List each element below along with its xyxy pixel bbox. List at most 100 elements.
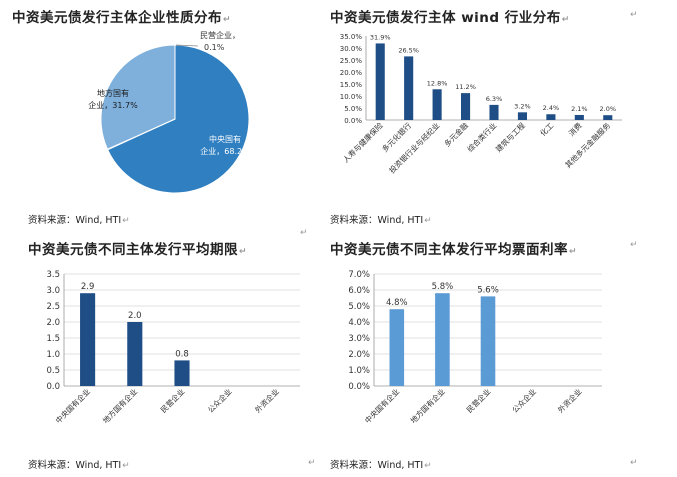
tenor-chart-title: 中资美元债不同主体发行平均期限↵ — [28, 238, 247, 258]
pie-chart-title: 中资美元债发行主体企业性质分布↵ — [12, 6, 231, 26]
y-tick-label: 15.0% — [340, 81, 363, 89]
return-mark: ↵ — [630, 458, 638, 468]
return-mark: ↵ — [300, 228, 308, 238]
bar — [375, 43, 385, 120]
bar — [432, 89, 442, 120]
industry-source-text: 资料来源：Wind, HTI — [330, 215, 424, 226]
y-tick-label: 25.0% — [340, 57, 363, 65]
return-mark: ↵ — [630, 10, 638, 20]
data-label: 2.9 — [81, 282, 95, 292]
x-category-label: 民营企业 — [158, 386, 187, 415]
x-category-label: 地方国有企业 — [408, 386, 447, 425]
return-mark: ↵ — [561, 15, 570, 25]
return-mark: ↵ — [122, 461, 130, 471]
x-category-label: 化工 — [538, 120, 556, 138]
tenor-title-text: 中资美元债不同主体发行平均期限 — [28, 242, 238, 258]
y-tick-label: 3.0 — [46, 286, 60, 296]
bar — [546, 114, 556, 120]
return-mark: ↵ — [239, 247, 248, 257]
y-tick-label: 2.0 — [46, 318, 60, 328]
bar — [461, 93, 471, 120]
bar — [389, 309, 405, 386]
slice-label: 民营企业， — [200, 30, 240, 40]
pie-source: 资料来源：Wind, HTI↵ — [28, 212, 130, 226]
tenor-bar-chart: 0.00.51.01.52.02.53.03.52.9中央国有企业2.0地方国有… — [46, 270, 300, 425]
leader-line — [175, 44, 199, 47]
return-mark: ↵ — [223, 15, 232, 25]
x-category-label: 多元金融 — [442, 120, 471, 149]
slice-value: 0.1% — [204, 43, 225, 52]
bar — [603, 115, 613, 120]
pie-source-text: 资料来源：Wind, HTI — [28, 215, 122, 226]
pie-slice — [106, 44, 250, 194]
y-tick-label: 2.0% — [348, 350, 370, 360]
x-category-label: 外资企业 — [555, 386, 584, 415]
coupon-source: 资料来源：Wind, HTI↵ — [330, 457, 432, 471]
data-label: 2.0 — [128, 311, 142, 321]
y-tick-label: 20.0% — [340, 69, 363, 77]
y-tick-label: 1.5 — [46, 334, 60, 344]
slice-label: 中央国有 — [209, 134, 241, 144]
data-label: 11.2% — [455, 83, 476, 91]
return-mark: ↵ — [424, 216, 432, 226]
data-label: 4.8% — [386, 298, 408, 308]
data-label: 0.8 — [175, 349, 189, 359]
y-tick-label: 4.0% — [348, 318, 370, 328]
data-label: 31.9% — [370, 33, 391, 41]
pie-chart: 中央国有企业，68.2% 民营企业， 0.1% 地方国有企业，31.7% — [88, 30, 250, 194]
y-tick-label: 30.0% — [340, 45, 363, 53]
y-tick-label: 0.0 — [46, 382, 60, 392]
pie-slice — [100, 44, 176, 150]
return-mark: ↵ — [424, 461, 432, 471]
x-category-label: 公众企业 — [205, 386, 234, 415]
data-label: 2.1% — [571, 105, 588, 113]
bar — [435, 293, 450, 386]
x-category-label: 外资企业 — [253, 386, 282, 415]
tenor-source-text: 资料来源：Wind, HTI — [28, 460, 122, 471]
slice-value: 企业，31.7% — [88, 100, 138, 110]
bar — [80, 293, 96, 386]
data-label: 26.5% — [398, 46, 419, 54]
slice-label: 地方国有 — [97, 88, 129, 98]
industry-chart-title: 中资美元债发行主体 wind 行业分布↵ — [330, 6, 570, 26]
y-tick-label: 0.5 — [46, 366, 60, 376]
x-category-label: 投资银行业与经纪业 — [387, 120, 442, 175]
industry-title-text: 中资美元债发行主体 wind 行业分布 — [330, 10, 561, 26]
pie-title-text: 中资美元债发行主体企业性质分布 — [12, 10, 222, 26]
tenor-source: 资料来源：Wind, HTI↵ — [28, 457, 130, 471]
return-mark: ↵ — [569, 247, 578, 257]
data-label: 2.0% — [600, 105, 617, 113]
y-tick-label: 10.0% — [340, 93, 363, 101]
data-label: 5.8% — [432, 282, 454, 292]
x-category-label: 民营企业 — [464, 386, 493, 415]
bar — [517, 112, 527, 120]
bar — [574, 114, 584, 120]
coupon-chart-title: 中资美元债不同主体发行平均票面利率↵ — [330, 238, 577, 258]
y-tick-label: 6.0% — [348, 286, 370, 296]
x-category-label: 人寿与健康保险 — [340, 120, 385, 165]
bar — [489, 104, 499, 120]
data-label: 5.6% — [477, 285, 499, 295]
x-category-label: 建筑与工程 — [493, 120, 527, 154]
industry-bar-chart: 0.0% 5.0% 10.0% 15.0% 20.0% 25.0% 30.0% 35.0% 31… — [340, 33, 622, 175]
y-tick-label: 2.5 — [46, 302, 60, 312]
bar — [174, 360, 190, 386]
y-tick-label: 3.0% — [348, 334, 370, 344]
slice-value: 企业，68.2% — [200, 146, 250, 156]
y-tick-label: 35.0% — [340, 33, 363, 41]
x-category-label: 消费 — [566, 120, 584, 138]
data-label: 2.4% — [543, 104, 560, 112]
bar — [127, 322, 143, 386]
coupon-title-text: 中资美元债不同主体发行平均票面利率 — [330, 242, 568, 258]
y-tick-label: 1.0% — [348, 366, 370, 376]
return-mark: ↵ — [122, 216, 130, 226]
return-mark: ↵ — [630, 240, 638, 250]
bar — [404, 56, 414, 120]
return-mark: ↵ — [308, 458, 316, 468]
y-tick-label: 0.0% — [344, 117, 362, 125]
x-category-label: 综合类行业 — [465, 120, 499, 154]
y-tick-label: 0.0% — [348, 382, 370, 392]
y-tick-label: 5.0% — [348, 302, 370, 312]
data-label: 3.2% — [514, 102, 531, 110]
y-tick-label: 5.0% — [344, 105, 362, 113]
